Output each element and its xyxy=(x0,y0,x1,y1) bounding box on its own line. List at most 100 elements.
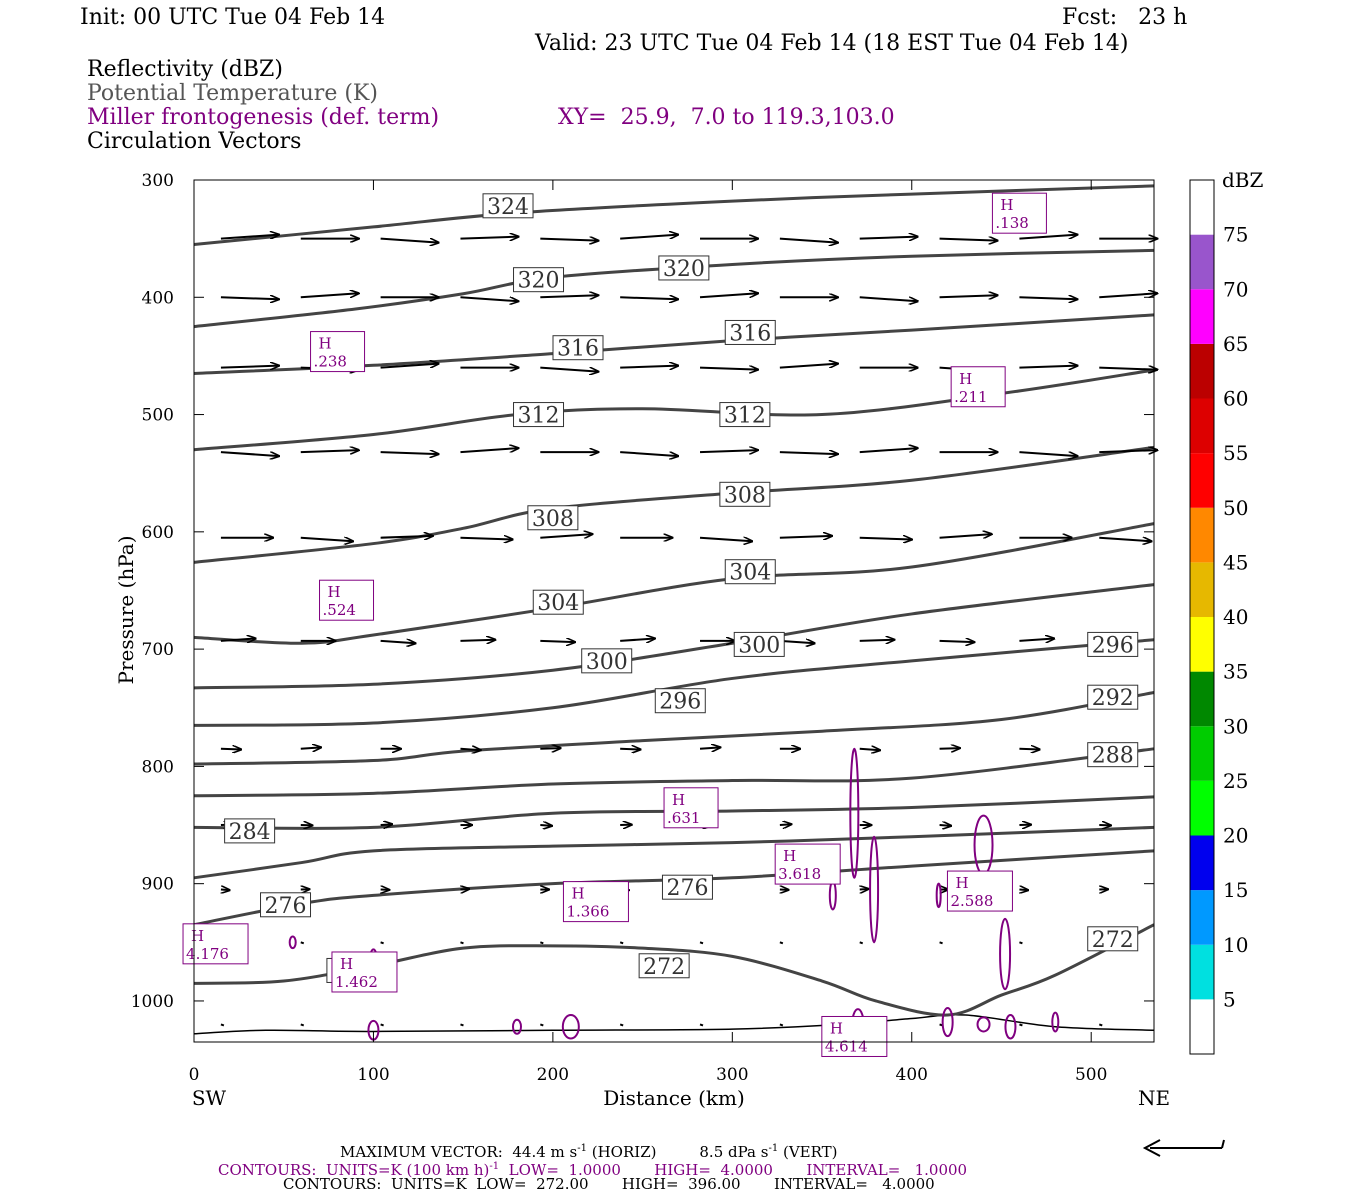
circulation-vector xyxy=(1019,297,1077,299)
colorbar-label: 60 xyxy=(1223,387,1248,411)
theta-label: 272 xyxy=(643,955,685,980)
theta-label: 312 xyxy=(518,404,560,429)
high-box xyxy=(319,579,375,621)
y-tick-label: 500 xyxy=(142,406,174,426)
circulation-vector xyxy=(620,297,678,299)
max-vector-info: MAXIMUM VECTOR: 44.4 m s-1 (HORIZ) 8.5 d… xyxy=(340,1143,838,1161)
theta-line xyxy=(193,825,1155,880)
cross-section-endpoints: XY= 25.9, 7.0 to 119.3,103.0 xyxy=(558,105,895,130)
theta-label-box xyxy=(1087,742,1139,768)
x-axis-title: Distance (km) xyxy=(603,1086,745,1110)
high-marker: H xyxy=(783,847,796,865)
circulation-vector xyxy=(540,941,544,945)
theta-label: 300 xyxy=(586,650,628,675)
y-tick-label: 400 xyxy=(142,288,174,308)
high-value: 3.618 xyxy=(778,865,821,883)
high-marker: H xyxy=(319,335,332,353)
circulation-vector xyxy=(859,640,895,641)
theta-label: 304 xyxy=(729,561,771,586)
circulation-vector xyxy=(699,941,704,945)
colorbar-label: 10 xyxy=(1223,933,1248,957)
frontogenesis-contour xyxy=(941,1006,954,1038)
high-marker: H xyxy=(830,1019,843,1037)
theta-label: 288 xyxy=(1092,744,1134,769)
circulation-vector xyxy=(460,538,512,540)
y-tick-label: 600 xyxy=(142,523,174,543)
circulation-vector xyxy=(220,297,279,299)
colorbar-segment xyxy=(1190,999,1214,1054)
high-marker: H xyxy=(191,927,204,945)
colorbar-segment xyxy=(1190,507,1214,563)
circulation-vector xyxy=(300,747,321,748)
circulation-vector xyxy=(779,237,838,243)
circulation-vector xyxy=(540,295,598,297)
circulation-vector xyxy=(460,749,480,750)
theta-label-box xyxy=(724,559,776,585)
theta-line xyxy=(193,747,1155,798)
circulation-vector xyxy=(300,450,359,452)
theta-label: 276 xyxy=(666,876,708,901)
circulation-vector xyxy=(221,890,230,891)
colorbar-unit: dBZ xyxy=(1222,168,1264,192)
frontogenesis-contour xyxy=(1004,1014,1017,1040)
frontogenesis-contour xyxy=(1051,1011,1060,1033)
circulation-vector xyxy=(1019,1023,1023,1027)
colorbar-segment xyxy=(1190,289,1214,344)
circulation-vector xyxy=(220,451,279,456)
circulation-vector xyxy=(620,451,678,456)
circulation-vector xyxy=(699,368,758,370)
theta-line xyxy=(193,184,1155,246)
theta-label: 316 xyxy=(729,321,771,346)
theta-label: 320 xyxy=(518,269,560,294)
circulation-vector xyxy=(300,293,359,299)
circulation-vector xyxy=(540,366,598,372)
theta-line xyxy=(193,795,1155,830)
colorbar-segment xyxy=(1190,617,1214,672)
colorbar-label: 65 xyxy=(1223,332,1248,356)
circulation-vector xyxy=(220,639,256,641)
circulation-vector xyxy=(860,889,869,890)
colorbar-segment xyxy=(1190,343,1214,399)
high-box xyxy=(950,366,1006,408)
high-box xyxy=(821,1015,888,1057)
circulation-vector xyxy=(859,749,880,750)
colorbar-label: 35 xyxy=(1223,660,1248,684)
colorbar-label: 40 xyxy=(1223,605,1248,629)
theta-line xyxy=(193,248,1155,329)
colorbar: 5 10 15 20 25 30 35 40 45 50 55 60 65 70 75 xyxy=(1189,179,1248,1055)
circulation-vector xyxy=(1019,235,1077,240)
circulation-vector xyxy=(300,1023,305,1027)
x-tick-label: 500 xyxy=(1075,1065,1107,1085)
circulation-vector xyxy=(699,747,720,748)
circulation-vector xyxy=(460,448,518,454)
colorbar-label: 5 xyxy=(1223,987,1236,1011)
high-value: 4.176 xyxy=(186,945,229,963)
ground-layer xyxy=(193,1013,1155,1035)
frontogenesis-contour xyxy=(288,935,297,950)
circulation-vector xyxy=(1098,1023,1103,1027)
circulation-vector xyxy=(1099,450,1157,452)
colorbar-label: 70 xyxy=(1223,277,1248,301)
circulation-vector xyxy=(460,1023,464,1027)
x-tick-label: 200 xyxy=(537,1065,569,1085)
frontogenesis-contour xyxy=(849,747,860,879)
field-reflectivity: Reflectivity (dBZ) xyxy=(87,57,283,82)
colorbar-segment xyxy=(1190,726,1214,781)
theta-label-box xyxy=(224,818,276,844)
circulation-vector xyxy=(540,748,560,749)
high-value: .211 xyxy=(954,388,987,406)
circulation-vector xyxy=(779,941,784,945)
circulation-vector xyxy=(620,749,640,750)
theta-label-box xyxy=(1087,926,1139,952)
theta-label: 272 xyxy=(1092,928,1134,953)
high-value: 2.588 xyxy=(950,892,993,910)
contour-labels: 324 320 320 316 316 312 312 308 308 304 304 300 300 2… xyxy=(224,193,1139,984)
y-tick-label: 300 xyxy=(142,171,174,191)
y-axis-title: Pressure (hPa) xyxy=(114,536,138,685)
theta-line xyxy=(193,368,1155,452)
colorbar-label: 30 xyxy=(1223,714,1248,738)
theta-label: 300 xyxy=(738,633,780,658)
colorbar-segment xyxy=(1190,562,1214,617)
